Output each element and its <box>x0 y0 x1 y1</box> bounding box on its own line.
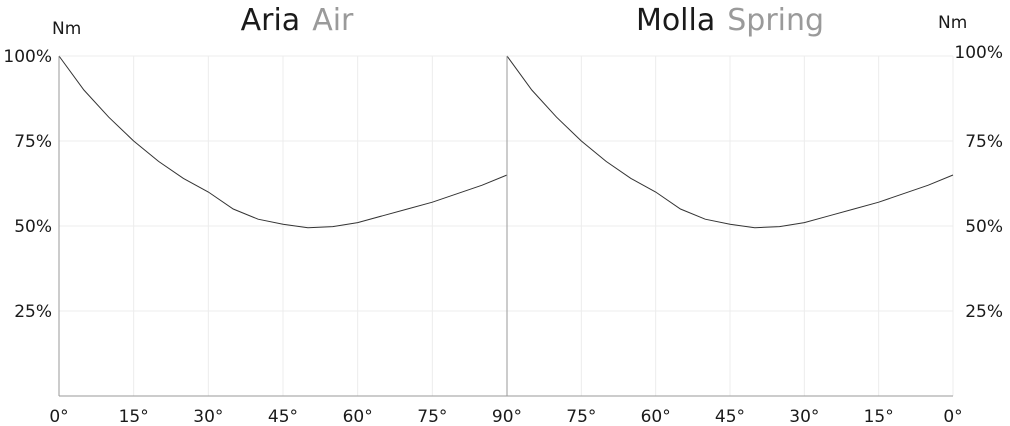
right-y-tick-label-3: 100% <box>954 43 1003 63</box>
grid-layer <box>58 55 954 396</box>
left-y-ticks: 25% 50% 75% 100% <box>3 47 52 322</box>
x-tick-label-1-5: 15° <box>864 407 894 426</box>
x-tick-label-1-6: 0° <box>943 407 962 426</box>
x-ticks: 0° 15° 30° 45° 60° 75° 90° 75° 60° 45° 30° 15° 0° <box>49 407 962 426</box>
right-y-tick-label-2: 75% <box>965 132 1003 152</box>
torque-curve-1-0 <box>506 55 954 229</box>
x-tick-label-1-3: 45° <box>715 407 745 426</box>
right-y-ticks: 25% 50% 75% 100% <box>954 43 1003 322</box>
right-y-tick-label-1: 50% <box>965 217 1003 237</box>
curve-layer <box>58 55 954 229</box>
x-tick-label-1-4: 30° <box>789 407 819 426</box>
right-y-unit: Nm <box>938 13 967 33</box>
x-tick-label-0-3: 45° <box>268 407 298 426</box>
x-tick-label-0-1: 15° <box>119 407 149 426</box>
left-title-sub: Air <box>312 3 354 38</box>
x-tick-label-0-0: 0° <box>49 407 68 426</box>
x-tick-label-1-2: 60° <box>641 407 671 426</box>
right-panel-title: Molla Spring <box>636 3 824 38</box>
torque-curve-0-0 <box>58 55 508 229</box>
x-tick-label-0-2: 30° <box>193 407 223 426</box>
right-title-sub: Spring <box>727 3 824 38</box>
left-y-tick-label-0: 25% <box>14 302 52 322</box>
left-title-main: Aria <box>241 3 301 38</box>
left-y-tick-label-2: 75% <box>14 132 52 152</box>
x-tick-label-0-6: 90° <box>492 407 522 426</box>
left-y-tick-label-3: 100% <box>3 47 52 67</box>
left-y-tick-label-1: 50% <box>14 217 52 237</box>
right-title-main: Molla <box>636 3 715 38</box>
x-tick-label-1-1: 75° <box>566 407 596 426</box>
x-tick-label-0-4: 60° <box>343 407 373 426</box>
right-y-tick-label-0: 25% <box>965 302 1003 322</box>
axis-layer <box>58 56 953 397</box>
left-y-unit: Nm <box>52 19 81 39</box>
x-tick-label-0-5: 75° <box>417 407 447 426</box>
left-panel-title: Aria Air <box>241 3 354 38</box>
